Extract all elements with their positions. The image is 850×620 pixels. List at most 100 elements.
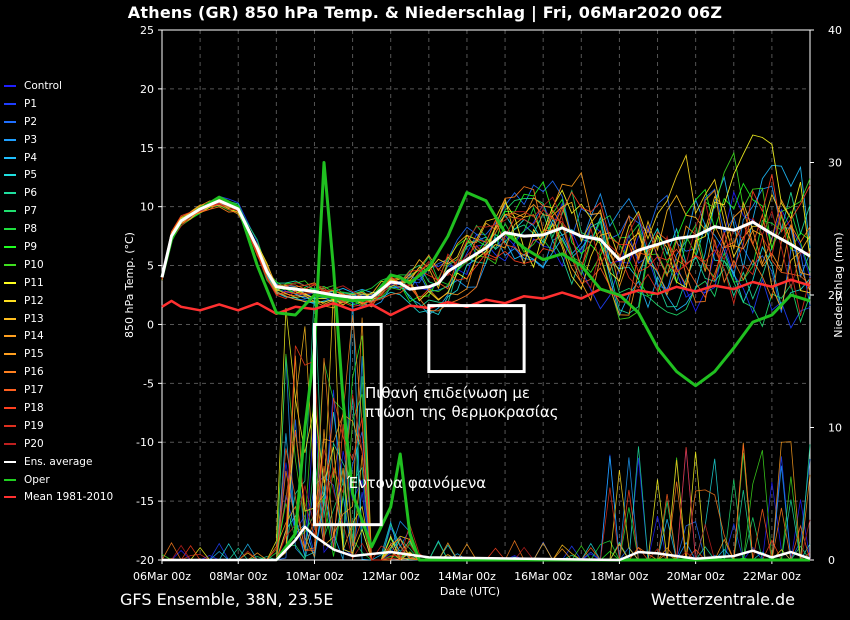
legend-item: Ens. average (4, 453, 134, 471)
ensemble-precip-line (162, 296, 810, 561)
y-tick-label: 10 (140, 201, 154, 214)
ens-average-temp-line (160, 199, 811, 299)
legend-swatch (4, 210, 16, 213)
legend-item: P19 (4, 417, 134, 435)
legend-label: P8 (24, 223, 38, 236)
ensemble-precip-line (161, 317, 811, 561)
legend-label: P2 (24, 115, 38, 128)
y2-tick-label: 30 (828, 157, 842, 170)
legend-label: Control (24, 79, 62, 92)
legend-swatch (4, 102, 16, 105)
y-tick-label: 20 (140, 83, 154, 96)
legend-swatch (4, 424, 16, 427)
legend-label: P3 (24, 133, 38, 146)
legend-label: P9 (24, 240, 38, 253)
legend-item: P20 (4, 435, 134, 453)
model-info: GFS Ensemble, 38N, 23.5E (120, 590, 334, 609)
legend-swatch (4, 496, 16, 499)
legend-item: P14 (4, 327, 134, 345)
y-tick-label: 15 (140, 142, 154, 155)
legend-item: P1 (4, 95, 134, 113)
legend-label: P14 (24, 330, 44, 343)
legend-swatch (4, 263, 16, 266)
ensemble-precip-line (162, 291, 811, 562)
legend-item: P7 (4, 202, 134, 220)
x-tick-label: 12Mar 00z (362, 570, 420, 583)
legend-swatch (4, 335, 16, 338)
x-tick-label: 08Mar 00z (209, 570, 267, 583)
legend-label: P17 (24, 384, 44, 397)
legend-item: P18 (4, 399, 134, 417)
y2-tick-label: 0 (828, 554, 835, 567)
y-tick-label: -20 (136, 554, 154, 567)
ensemble-precip-line (162, 449, 811, 561)
legend-item: P16 (4, 363, 134, 381)
intense-annotation: Έντονα φαινόμενα (347, 474, 487, 492)
legend-swatch (4, 174, 16, 177)
x-axis-label: Date (UTC) (439, 585, 501, 598)
legend-label: P12 (24, 294, 44, 307)
legend-swatch (4, 460, 16, 463)
legend-label: P7 (24, 205, 38, 218)
legend-label: P4 (24, 151, 38, 164)
legend-swatch (4, 406, 16, 409)
legend-swatch (4, 317, 16, 320)
x-tick-label: 10Mar 00z (285, 570, 343, 583)
climate-mean-line (161, 278, 811, 317)
source-credit: Wetterzentrale.de (650, 590, 795, 609)
y2-tick-label: 10 (828, 422, 842, 435)
ensemble-precip-line (162, 345, 811, 561)
legend-label: P16 (24, 366, 44, 379)
x-tick-label: 18Mar 00z (590, 570, 648, 583)
legend-swatch (4, 156, 16, 159)
legend-item: P5 (4, 166, 134, 184)
x-tick-label: 14Mar 00z (438, 570, 496, 583)
legend-item: P4 (4, 149, 134, 167)
legend-label: P19 (24, 419, 44, 432)
y2-axis-label: Niederschlag (mm) (832, 232, 845, 337)
legend-item: P6 (4, 184, 134, 202)
ensemble-precip-line (162, 307, 810, 561)
legend-label: P18 (24, 401, 44, 414)
x-tick-label: 06Mar 00z (133, 570, 191, 583)
legend-label: P11 (24, 276, 44, 289)
legend-item: P3 (4, 131, 134, 149)
legend-swatch (4, 228, 16, 231)
y-tick-label: -15 (136, 495, 154, 508)
legend-label: P5 (24, 169, 38, 182)
legend-swatch (4, 192, 16, 195)
legend-swatch (4, 353, 16, 356)
ensemble-precip-line (161, 315, 810, 561)
legend-swatch (4, 245, 16, 248)
legend-label: Mean 1981-2010 (24, 491, 114, 504)
ensemble-precip-line (162, 335, 810, 561)
ens-average-precip-line (162, 525, 811, 562)
legend-item: Mean 1981-2010 (4, 488, 134, 506)
legend-swatch (4, 478, 16, 481)
legend-label: Ens. average (24, 455, 93, 468)
legend-item: Oper (4, 471, 134, 489)
cooling-annotation-line2: πτώση της θερμοκρασίας (365, 403, 559, 421)
ensemble-temp-line (161, 203, 811, 317)
legend-label: P10 (24, 258, 44, 271)
x-tick-label: 16Mar 00z (514, 570, 572, 583)
cooling-annotation-line1: Πιθανή επιδείνωση με (365, 384, 531, 402)
chart-title: Athens (GR) 850 hPa Temp. & Niederschlag… (127, 3, 723, 22)
legend-swatch (4, 84, 16, 87)
legend-label: P13 (24, 312, 44, 325)
ensemble-precip-line (162, 326, 810, 561)
y2-tick-label: 20 (828, 289, 842, 302)
y-tick-label: -10 (136, 436, 154, 449)
ensemble-temp-line (161, 174, 811, 307)
legend-swatch (4, 120, 16, 123)
legend-item: P10 (4, 256, 134, 274)
legend-swatch (4, 138, 16, 141)
x-tick-label: 22Mar 00z (743, 570, 801, 583)
legend-item: P9 (4, 238, 134, 256)
ensemble-precip-line (162, 424, 811, 561)
y2-tick-label: 40 (828, 24, 842, 37)
legend-swatch (4, 442, 16, 445)
oper-temp-line (160, 191, 811, 388)
legend-item: P2 (4, 113, 134, 131)
